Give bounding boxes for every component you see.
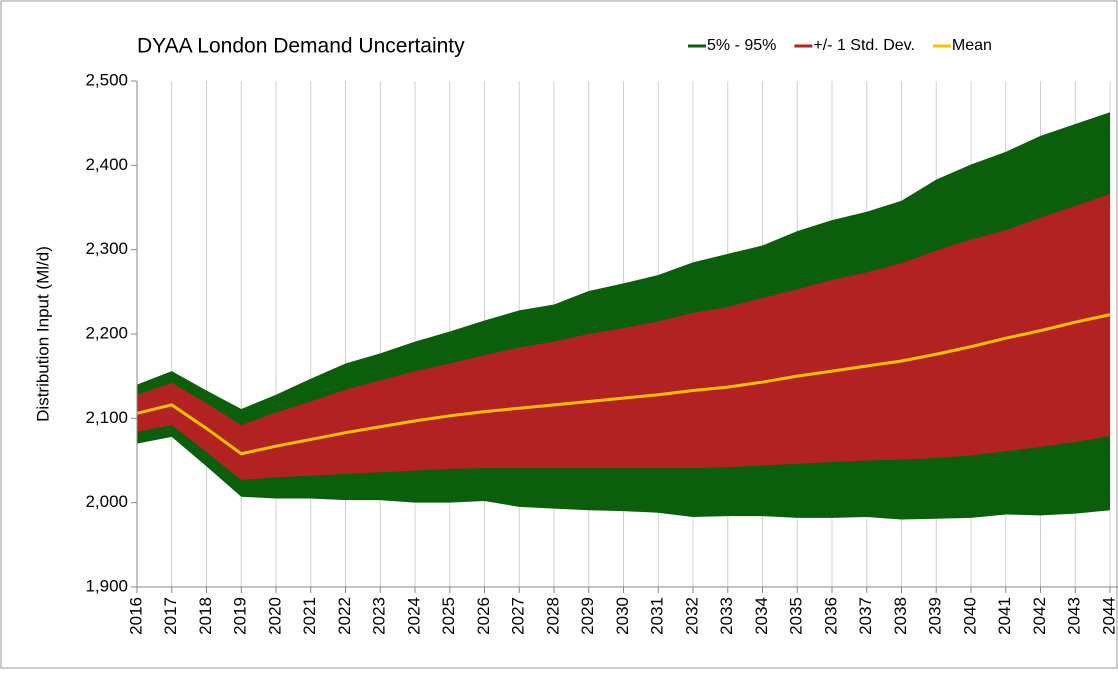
chart-title: DYAA London Demand Uncertainty [137,35,465,58]
x-tick-label: 2035 [787,597,806,635]
x-tick-label: 2033 [717,597,736,635]
x-tick-label: 2018 [196,597,215,635]
y-tick-label: 2,500 [85,70,128,89]
x-tick-label: 2042 [1030,597,1049,635]
y-tick-label: 2,200 [85,323,128,342]
band-area [137,194,1110,480]
x-tick-label: 2041 [995,597,1014,635]
y-tick-label: 1,900 [85,576,128,595]
y-tick-label: 2,400 [85,155,128,174]
x-tick-label: 2024 [404,597,423,635]
legend-label: Mean [952,37,992,54]
x-tick-label: 2028 [543,597,562,635]
x-tick-label: 2027 [509,597,528,635]
x-tick-label: 2038 [891,597,910,635]
x-tick-label: 2037 [856,597,875,635]
x-tick-label: 2039 [926,597,945,635]
x-tick-label: 2025 [439,597,458,635]
y-tick-label: 2,000 [85,492,128,511]
x-tick-label: 2019 [231,597,250,635]
x-tick-label: 2034 [752,597,771,635]
x-tick-label: 2023 [370,597,389,635]
x-tick-label: 2017 [161,597,180,635]
x-tick-label: 2026 [474,597,493,635]
x-tick-label: 2032 [682,597,701,635]
x-tick-label: 2040 [960,597,979,635]
x-tick-label: 2043 [1065,597,1084,635]
x-tick-label: 2021 [300,597,319,635]
y-tick-label: 2,100 [85,408,128,427]
legend-label: 5% - 95% [707,37,776,54]
x-tick-label: 2022 [335,597,354,635]
x-tick-label: 2036 [821,597,840,635]
x-tick-label: 2020 [265,597,284,635]
mean-line [136,313,1111,456]
x-tick-label: 2044 [1099,597,1118,635]
x-tick-label: 2031 [648,597,667,635]
legend-label: +/- 1 Std. Dev. [813,37,915,54]
x-tick-label: 2016 [126,597,145,635]
y-axis-title: Distribution Input (Ml/d) [33,246,52,422]
x-tick-label: 2030 [613,597,632,635]
x-tick-label: 2029 [578,597,597,635]
y-tick-label: 2,300 [85,239,128,258]
